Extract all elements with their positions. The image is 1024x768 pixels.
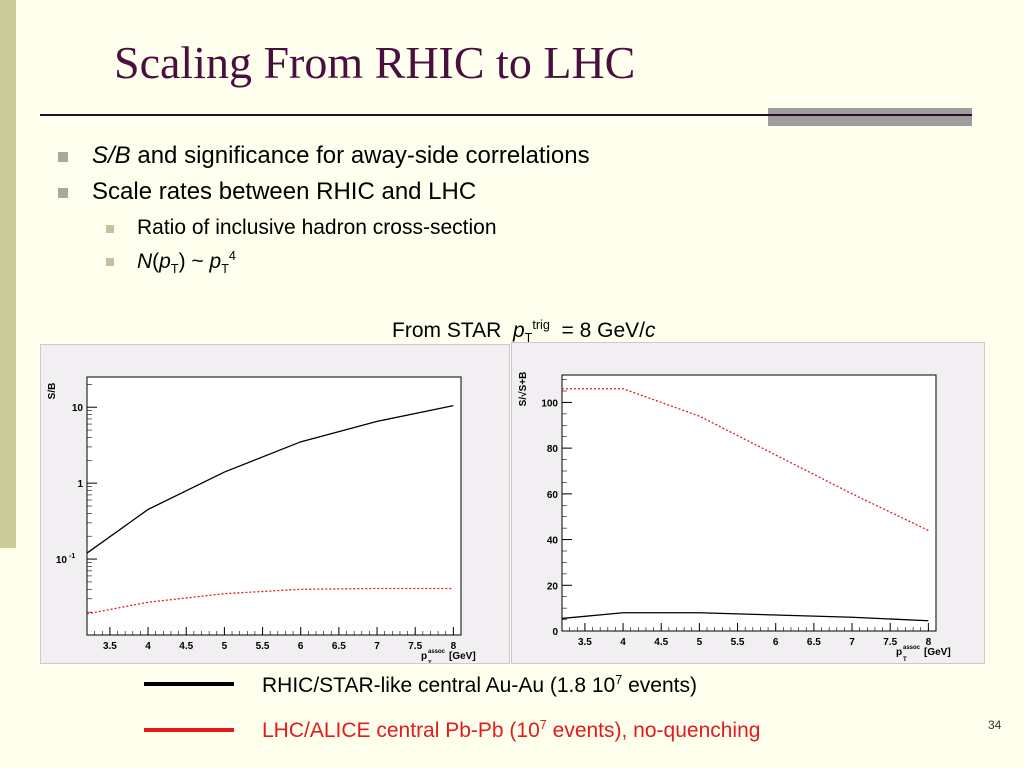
- power-superscript: 4: [228, 249, 236, 263]
- legend-rhic-text-post: events): [622, 674, 697, 697]
- y-tick-label: 20: [547, 581, 559, 592]
- x-axis-label-sub: T: [903, 657, 907, 663]
- x-tick-label: 7: [374, 641, 380, 652]
- series-line-lhc: [562, 388, 929, 532]
- bullet-1-text: and significance for away-side correlati…: [130, 142, 590, 169]
- x-tick-label: 7.5: [408, 641, 422, 652]
- caption-p: p: [512, 319, 525, 342]
- y-tick-label: 1: [77, 479, 83, 490]
- sb-chart: 3.544.555.566.577.5810110-1S/BpTassoc[Ge…: [47, 376, 476, 667]
- plot-frame: [86, 376, 462, 636]
- x-tick-label: 3.5: [578, 637, 592, 648]
- y-axis-label: S/B: [47, 383, 58, 400]
- x-axis-label-sup: assoc: [903, 645, 921, 651]
- legend-label-lhc: LHC/ALICE central Pb-Pb (107 events), no…: [262, 718, 760, 743]
- title-rule: [40, 114, 972, 116]
- x-axis-label-sup: assoc: [428, 649, 446, 655]
- x-tick-label: 6.5: [807, 637, 821, 648]
- t-subscript: T: [170, 262, 179, 277]
- n-symbol: N: [137, 250, 153, 273]
- y-tick-label: 60: [547, 490, 559, 501]
- caption-c: c: [644, 319, 656, 342]
- legend-lhc-exp: 7: [539, 718, 547, 732]
- p-symbol: p: [159, 250, 171, 273]
- x-axis-label-unit: [GeV]: [449, 651, 476, 662]
- chart-caption: From STAR pTtrig = 8 GeV/c: [392, 318, 655, 345]
- legend-line-rhic: [144, 682, 234, 686]
- sub-bullet-marker: [106, 258, 114, 266]
- x-tick-label: 5.5: [731, 637, 745, 648]
- x-tick-label: 6.5: [332, 641, 346, 652]
- chart-panel-significance: 3.5 4 4.5 5 5.5 6 6.5 7 7.5 8 0 20 40 60 80 100 S/√S+B p T…: [511, 342, 985, 664]
- y-tick-label: 10: [56, 555, 68, 566]
- x-tick-label: 5.5: [256, 641, 270, 652]
- x-tick-label: 7.5: [883, 637, 897, 648]
- x-tick-label: 4.5: [654, 637, 668, 648]
- x-tick-label: 5: [222, 641, 228, 652]
- bullet-2: Scale rates between RHIC and LHC: [92, 178, 477, 205]
- x-axis-label-sub: T: [428, 661, 432, 663]
- x-tick-label: 6: [298, 641, 304, 652]
- bullet-1: S/B and significance for away-side corre…: [92, 142, 590, 170]
- y-tick-label: 0: [552, 627, 558, 638]
- y-tick-label: 80: [547, 444, 559, 455]
- x-tick-label: 8: [926, 637, 932, 648]
- legend-rhic-text: RHIC/STAR-like central Au-Au (1.8 10: [262, 674, 616, 697]
- title-rule-accent: [768, 108, 972, 126]
- legend-lhc-text: LHC/ALICE central Pb-Pb (10: [262, 719, 540, 742]
- bullet-marker: [58, 152, 68, 162]
- x-axis-label: p: [896, 647, 902, 658]
- left-accent-bar: [0, 0, 16, 548]
- sub-bullet-1: Ratio of inclusive hadron cross-section: [137, 216, 497, 239]
- y-tick-exponent: -1: [69, 553, 75, 560]
- y-tick-label: 100: [541, 398, 558, 409]
- x-tick-label: 7: [849, 637, 855, 648]
- series-line-rhic: [561, 612, 929, 622]
- x-axis-label-unit: [GeV]: [924, 647, 951, 658]
- x-tick-label: 4: [145, 641, 151, 652]
- legend-rhic-exp: 7: [615, 673, 623, 687]
- bullet-marker: [58, 188, 68, 198]
- caption-t: T: [524, 331, 533, 346]
- caption-value: = 8 GeV/: [549, 319, 645, 342]
- significance-chart: 3.5 4 4.5 5 5.5 6 6.5 7 7.5 8020406080100S/√S+BpT…: [518, 372, 951, 663]
- bullet-1-italic: S/B: [92, 142, 131, 169]
- x-tick-label: 8: [451, 641, 457, 652]
- y-tick-label: 40: [547, 536, 559, 547]
- series-line-rhic: [86, 404, 454, 554]
- chart-panel-sb: 3.544.555.566.577.5810110-1S/BpTassoc[Ge…: [40, 344, 510, 667]
- sub-bullet-marker: [106, 225, 114, 233]
- x-tick-label: 4.5: [179, 641, 193, 652]
- x-axis-label: p: [421, 651, 427, 662]
- plot-frame: [561, 374, 937, 632]
- caption-prefix: From STAR: [392, 319, 513, 342]
- caption-trig: trig: [532, 318, 550, 332]
- series-line-lhc: [86, 587, 454, 615]
- t-subscript: T: [221, 262, 229, 277]
- legend-label-rhic: RHIC/STAR-like central Au-Au (1.8 107 ev…: [262, 673, 697, 698]
- x-tick-label: 6: [773, 637, 779, 648]
- x-tick-label: 5: [697, 637, 703, 648]
- slide-number: 34: [988, 718, 1002, 732]
- sub-bullet-2: N(pT) ~ pT4: [137, 249, 236, 277]
- tilde-text: ) ~: [178, 250, 210, 273]
- p-symbol: p: [209, 250, 222, 273]
- x-tick-label: 4: [620, 637, 626, 648]
- slide-title: Scaling From RHIC to LHC: [114, 37, 636, 88]
- legend-lhc-text-post: events), no-quenching: [546, 719, 761, 742]
- x-tick-label: 3.5: [103, 641, 117, 652]
- y-axis-label: S/√S+B: [518, 372, 529, 407]
- y-tick-label: 10: [72, 403, 84, 414]
- legend-line-lhc: [144, 728, 234, 732]
